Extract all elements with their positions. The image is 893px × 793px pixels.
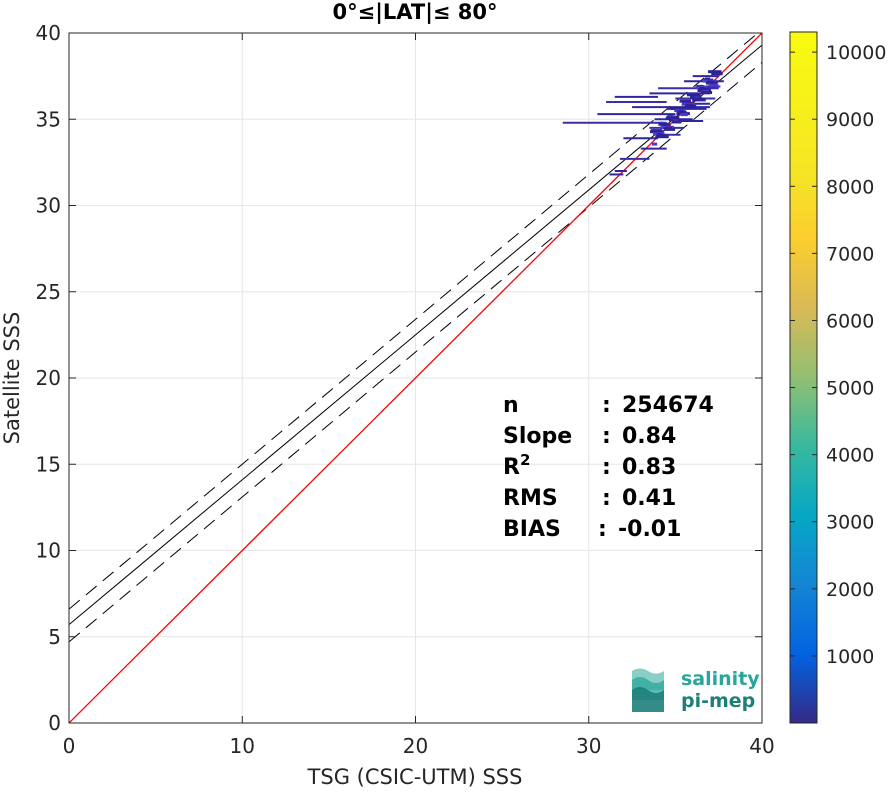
stat-separator: :: [602, 424, 611, 449]
stat-separator: :: [602, 455, 611, 480]
chart-title: 0°≤|LAT|≤ 80°: [332, 0, 497, 25]
y-tick-label: 15: [36, 452, 61, 476]
colorbar-tick-label: 5000: [826, 378, 874, 400]
stat-value: -0.01: [618, 517, 681, 542]
colorbar-tick-label: 8000: [826, 176, 874, 198]
stat-label: Slope: [503, 424, 572, 449]
colorbar-tick-label: 3000: [826, 512, 874, 534]
y-tick-label: 20: [36, 366, 61, 390]
data-point: [700, 91, 713, 95]
regression-upper-dashed-line: [69, 33, 759, 610]
logo: salinity pi-mep: [632, 668, 760, 712]
data-point: [680, 113, 688, 117]
y-tick-label: 0: [48, 711, 61, 735]
logo-text-salinity: salinity: [681, 668, 760, 690]
colorbar: [789, 31, 818, 724]
stat-label: n: [503, 393, 519, 418]
y-tick-label: 40: [36, 21, 61, 45]
colorbar-ticks: 1000 2000 3000 4000 5000 6000 7000 8000 9000 1000…: [790, 42, 886, 668]
x-axis-title: TSG (CSIC-UTM) SSS: [307, 765, 523, 789]
stat-value: 0.41: [622, 486, 676, 511]
stat-label: R2: [503, 451, 530, 480]
stat-separator: :: [598, 517, 607, 542]
x-tick-label: 10: [230, 734, 255, 758]
x-tick-label: 40: [749, 734, 774, 758]
y-tick-label: 30: [36, 194, 61, 218]
logo-text-pimep: pi-mep: [681, 690, 755, 712]
stat-label: RMS: [503, 486, 558, 511]
data-point: [655, 135, 669, 139]
colorbar-tick-label: 1000: [826, 646, 874, 668]
colorbar-tick-label: 2000: [826, 579, 874, 601]
data-point: [688, 105, 695, 109]
data-point: [709, 83, 719, 87]
data-point: [711, 72, 723, 76]
stat-label: BIAS: [503, 517, 561, 542]
colorbar-tick-label: 6000: [826, 310, 874, 332]
wave-logo-icon: [632, 668, 664, 712]
data-point: [692, 98, 706, 102]
stat-value: 0.84: [622, 424, 676, 449]
data-points: [562, 70, 724, 176]
stat-separator: :: [602, 486, 611, 511]
x-tick-label: 30: [576, 734, 601, 758]
y-tick-label: 10: [36, 539, 61, 563]
colorbar-tick-label: 9000: [826, 109, 874, 131]
stat-value: 0.83: [622, 455, 676, 480]
axis-ticks: 0 10 20 30 40 0 5 10 15 20 25 30 35 40: [36, 21, 775, 758]
x-tick-label: 20: [403, 734, 428, 758]
stat-separator: :: [602, 393, 611, 418]
regression-line: [69, 44, 762, 626]
y-tick-label: 35: [36, 107, 61, 131]
colorbar-tick-label: 7000: [826, 243, 874, 265]
data-point: [651, 142, 658, 146]
y-axis-title: Satellite SSS: [0, 312, 24, 445]
y-tick-label: 25: [36, 280, 61, 304]
data-point: [663, 127, 676, 131]
colorbar-tick-label: 10000: [826, 42, 886, 64]
colorbar-tick-label: 4000: [826, 445, 874, 467]
y-tick-label: 5: [48, 625, 61, 649]
data-point: [672, 120, 682, 124]
stat-value: 254674: [622, 393, 714, 418]
x-tick-label: 0: [63, 734, 76, 758]
